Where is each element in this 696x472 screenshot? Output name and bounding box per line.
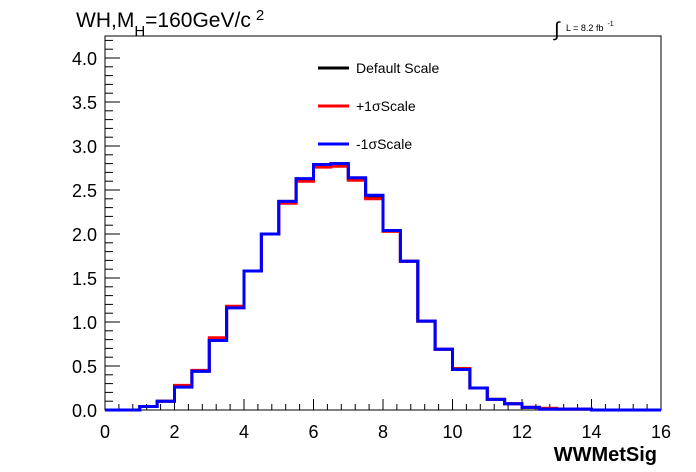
x-tick-label: 6 <box>308 422 318 442</box>
x-tick-label: 2 <box>169 422 179 442</box>
legend-label: +1σScale <box>356 98 416 114</box>
y-tick-label: 1.5 <box>72 269 97 289</box>
y-tick-label: 0.0 <box>72 401 97 421</box>
x-tick-label: 4 <box>239 422 249 442</box>
series-group <box>105 162 661 412</box>
y-tick-label: 3.5 <box>72 93 97 113</box>
y-tick-label: 1.0 <box>72 313 97 333</box>
series-line-2 <box>105 162 661 412</box>
chart-title: WH,MH=160GeV/c 2 <box>76 7 264 40</box>
y-tick-label: 2.0 <box>72 225 97 245</box>
x-tick-label: 16 <box>651 422 671 442</box>
y-tick-label: 3.0 <box>72 137 97 157</box>
x-tick-label: 0 <box>100 422 110 442</box>
legend-label: -1σScale <box>356 136 412 152</box>
axes: 0 2 4 6 8 10 12 14 16 0.0 0.5 1.0 1.5 2.0 2.5 3.0 3.5 4.0 <box>72 39 671 442</box>
x-tick-label: 10 <box>442 422 462 442</box>
x-tick-label: 14 <box>581 422 601 442</box>
lumi-integral: ∫ <box>553 19 561 41</box>
y-tick-label: 0.5 <box>72 357 97 377</box>
x-tick-label: 12 <box>512 422 532 442</box>
x-tick-label: 8 <box>378 422 388 442</box>
legend-label: Default Scale <box>356 60 439 76</box>
legend: Default Scale +1σScale -1σScale <box>318 60 439 152</box>
y-tick-label: 4.0 <box>72 49 97 69</box>
lumi-label: L = 8.2 fb -1 <box>566 21 614 33</box>
x-axis-label: WWMetSig <box>554 444 657 466</box>
y-tick-label: 2.5 <box>72 181 97 201</box>
